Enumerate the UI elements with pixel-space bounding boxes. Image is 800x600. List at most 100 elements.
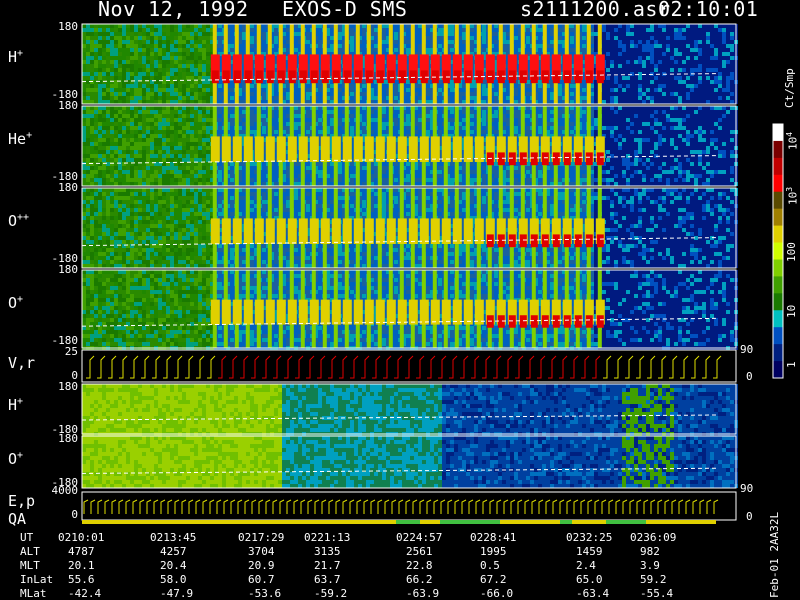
vr-trace [273,355,282,379]
ep-trace [412,499,418,514]
stripe-core [497,70,505,84]
ytick: -180 [51,170,79,183]
eph-cell-inlat: 67.2 [480,573,507,586]
stripe-core [563,315,571,328]
stripe-peak [298,54,308,80]
stripe-core [563,234,571,248]
stripe-peak [452,54,462,80]
panel-frame [81,383,737,435]
vr-trace [240,355,249,379]
ep-trace [209,499,215,514]
colorbar-swatch [773,208,783,227]
vr-trace [141,355,150,379]
ep-trace [706,499,712,514]
vr-trace [284,355,293,379]
ep-trace [111,499,117,514]
stripe-peak [243,136,253,162]
ep-trace [699,499,705,514]
eph-cell-ut: 0210:01 [58,531,105,544]
ep-trace [496,499,502,514]
stripe-peak [463,299,473,325]
dashed-trace [81,467,717,474]
colorbar-swatch [773,242,783,260]
vr-trace [482,355,491,379]
vr-trace [372,355,381,379]
colorbar-swatch [773,293,783,311]
stripe-core [596,70,604,84]
panel-label-h-plus: H+ [8,48,24,66]
ep-trace [342,499,348,514]
ep-trace [167,499,173,514]
stripe-peak [298,218,308,244]
ep-trace [629,499,635,514]
ytick: -180 [51,334,79,347]
colorbar-tick-100: 100 [785,242,798,262]
ytick: -180 [51,423,79,436]
ep-trace [552,499,558,514]
stripe-peak [485,218,495,244]
stripe-peak [507,136,517,162]
stripe-peak [408,54,418,80]
ep-trace [573,499,579,514]
ep-trace [671,499,677,514]
eph-row-label-inlat: InLat [20,573,54,586]
stripe-peak [496,299,506,325]
vr-trace [416,355,425,379]
eph-cell-mlat: -59.2 [314,587,348,600]
stripe-peak [309,54,319,80]
ytick: -180 [51,476,79,489]
ep-trace [293,499,299,514]
eph-cell-alt: 2561 [406,545,433,558]
stripe-peak [320,54,330,80]
ep-trace [146,499,152,514]
ytick: -180 [51,252,79,265]
stripe-peak [386,299,396,325]
panel-frame [81,23,737,105]
panel-frame [81,187,737,269]
vr-trace [504,355,513,379]
stripe-peak [573,136,583,162]
stripe-core [519,234,527,248]
stripe-core [563,70,571,84]
stripe-core [574,234,582,248]
ep-trace [524,499,530,514]
vr-trace [262,355,271,379]
eph-cell-alt: 4257 [160,545,187,558]
stripe-peak [309,136,319,162]
stripe-core [233,70,241,84]
stripe-peak [474,136,484,162]
stripe-core [552,315,560,328]
eph-cell-alt: 1459 [576,545,603,558]
eph-cell-inlat: 55.6 [68,573,95,586]
eph-cell-mlat: -63.4 [576,587,610,600]
vr-trace [119,355,128,379]
ytick: -180 [51,88,79,101]
ep-trace [636,499,642,514]
stripe-peak [254,54,264,80]
stripe-peak [584,136,594,162]
vr-trace [394,355,403,379]
stripe-core [519,315,527,328]
eph-cell-mlt: 20.9 [248,559,275,572]
colorbar-swatch [773,361,783,379]
stripe-core [574,70,582,84]
eph-cell-mlat: -53.6 [248,587,282,600]
colorbar-swatch [773,140,783,159]
dashed-trace [81,237,717,247]
stripe-peak [419,136,429,162]
stripe-peak [441,136,451,162]
stripe-core [343,70,351,84]
stripe-core [453,70,461,84]
ep-trace [104,499,110,514]
vr-trace [328,355,337,379]
colorbar-swatch [773,310,783,328]
stripe-core [310,70,318,84]
eph-cell-mlat: -42.4 [68,587,102,600]
header-date: Nov 12, 1992 [98,0,249,21]
stripe-core [508,234,516,248]
stripe-peak [419,54,429,80]
stripe-peak [276,299,286,325]
vr-trace [537,355,546,379]
vr-trace [317,355,326,379]
stripe-peak [496,136,506,162]
